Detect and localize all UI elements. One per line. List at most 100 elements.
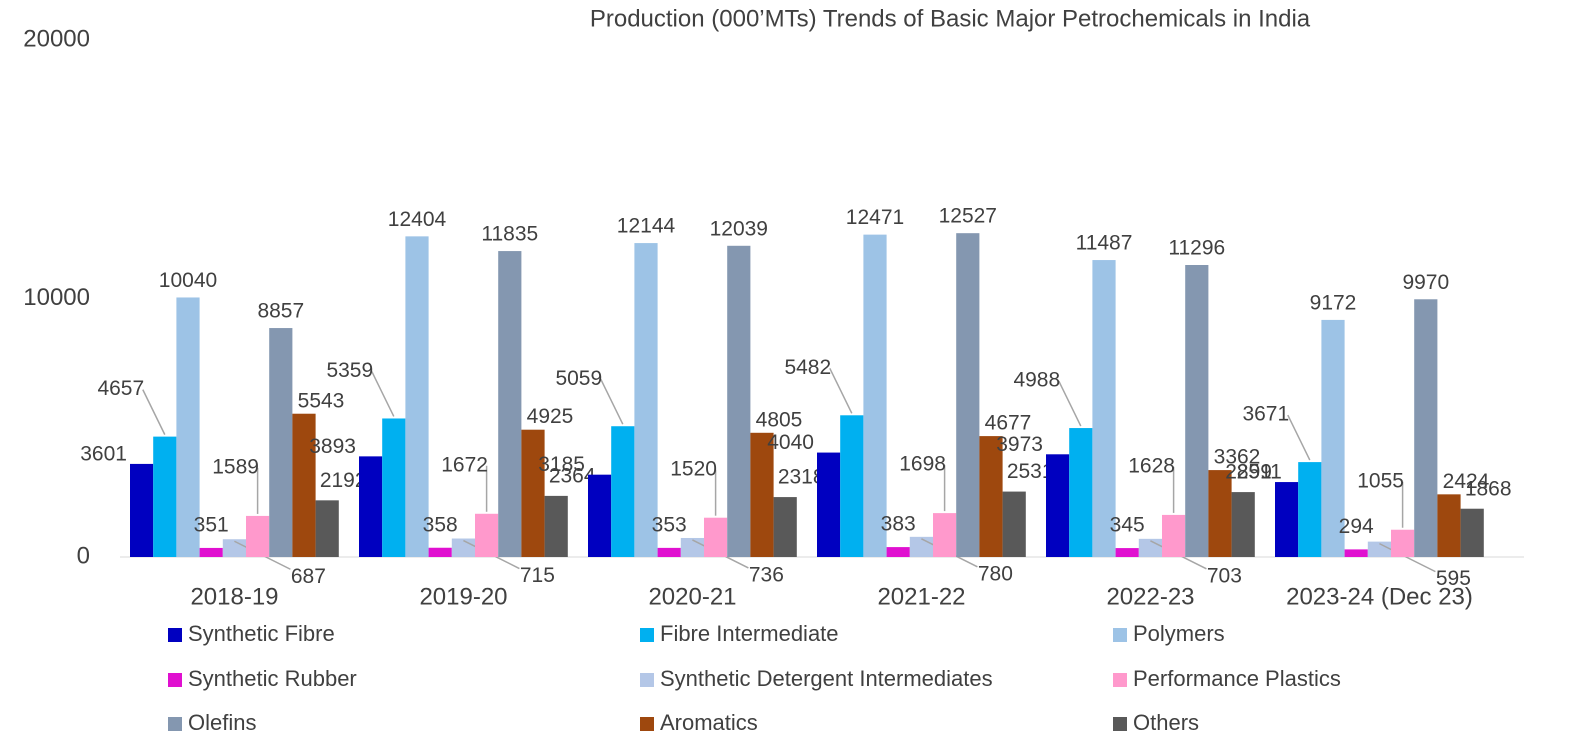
data-label: 4988 xyxy=(1013,369,1060,392)
bar xyxy=(1344,549,1368,557)
bar xyxy=(1162,514,1186,557)
x-tick-label: 2022-23 xyxy=(1106,583,1194,610)
data-label: 12039 xyxy=(710,217,768,240)
x-tick-label: 2019-20 xyxy=(419,583,507,610)
bar xyxy=(1460,508,1484,557)
legend-label: Aromatics xyxy=(660,710,758,735)
data-label: 3893 xyxy=(309,435,356,458)
bar xyxy=(817,452,841,557)
legend-swatch xyxy=(168,673,182,687)
bar xyxy=(886,547,910,557)
bar xyxy=(176,297,200,557)
leader-line xyxy=(829,367,853,414)
data-label: 12527 xyxy=(939,205,997,228)
legend-swatch xyxy=(168,717,182,731)
bar xyxy=(315,500,339,557)
data-label: 736 xyxy=(749,564,784,587)
data-label: 1055 xyxy=(1357,469,1404,492)
bar xyxy=(153,436,177,557)
y-tick-label: 20000 xyxy=(23,25,90,52)
data-label: 11835 xyxy=(481,223,538,246)
data-label: 2192 xyxy=(320,469,367,492)
data-label: 780 xyxy=(978,562,1013,585)
legend-swatch xyxy=(640,628,654,642)
bar xyxy=(840,415,864,557)
data-label: 345 xyxy=(1110,514,1145,537)
bar xyxy=(704,517,728,557)
data-label: 11487 xyxy=(1076,232,1133,255)
bar xyxy=(1208,470,1232,557)
y-tick-label: 0 xyxy=(77,542,90,569)
bar xyxy=(1414,299,1438,557)
data-label: 1672 xyxy=(441,453,488,476)
legend-label: Synthetic Rubber xyxy=(188,666,357,691)
legend-swatch xyxy=(640,673,654,687)
bar xyxy=(1391,529,1415,557)
leader-line xyxy=(600,378,624,425)
legend-swatch xyxy=(1113,628,1127,642)
bar xyxy=(130,463,154,557)
bar xyxy=(863,234,887,558)
data-label: 4925 xyxy=(527,405,574,428)
bar xyxy=(359,456,383,557)
bar xyxy=(1298,462,1322,557)
data-label: 3601 xyxy=(80,442,127,465)
bar xyxy=(634,243,658,557)
x-tick-label: 2018-19 xyxy=(190,583,278,610)
data-label: 1868 xyxy=(1465,477,1512,500)
bar xyxy=(269,328,293,557)
data-label: 4805 xyxy=(756,408,803,431)
data-label: 5543 xyxy=(298,389,345,412)
bar xyxy=(428,547,452,557)
bar xyxy=(1275,482,1299,557)
data-label: 1520 xyxy=(670,457,717,480)
x-tick-label: 2020-21 xyxy=(648,583,736,610)
bar xyxy=(956,233,980,557)
bar xyxy=(1069,428,1093,557)
bar xyxy=(1231,492,1255,557)
legend-label: Synthetic Fibre xyxy=(188,621,335,646)
bar xyxy=(680,537,704,557)
bar xyxy=(727,245,751,557)
data-label: 2511 xyxy=(1237,461,1282,484)
bar xyxy=(657,547,681,557)
bar xyxy=(521,429,545,557)
data-label: 687 xyxy=(291,565,326,588)
bar xyxy=(246,515,270,557)
legend-label: Performance Plastics xyxy=(1133,666,1341,691)
legend-swatch xyxy=(1113,673,1127,687)
data-label: 11296 xyxy=(1168,237,1225,260)
legend-label: Others xyxy=(1133,710,1199,735)
data-label: 9172 xyxy=(1310,291,1357,314)
bar xyxy=(1185,264,1209,557)
data-label: 12471 xyxy=(846,206,904,229)
y-tick-label: 10000 xyxy=(23,284,90,311)
bar xyxy=(475,513,499,557)
data-label: 2364 xyxy=(549,464,596,487)
data-label: 703 xyxy=(1207,564,1242,587)
legend-label: Synthetic Detergent Intermediates xyxy=(660,666,993,691)
data-label: 1589 xyxy=(212,455,259,478)
data-label: 2318 xyxy=(778,466,825,489)
legend-label: Olefins xyxy=(188,710,256,735)
data-label: 12404 xyxy=(388,208,447,231)
data-label: 715 xyxy=(520,564,555,587)
bar xyxy=(1092,260,1116,557)
data-label: 3671 xyxy=(1242,403,1289,426)
bar xyxy=(1321,319,1345,557)
data-label: 4040 xyxy=(767,431,814,454)
data-label: 3185 xyxy=(538,453,585,476)
data-label: 2424 xyxy=(1443,470,1490,493)
data-label: 8857 xyxy=(257,300,304,323)
chart-title: Production (000’MTs) Trends of Basic Maj… xyxy=(590,5,1311,32)
legend-label: Fibre Intermediate xyxy=(660,621,839,646)
data-label: 5059 xyxy=(555,367,602,390)
bar xyxy=(979,436,1003,557)
legend-label: Polymers xyxy=(1133,621,1225,646)
x-tick-label: 2021-22 xyxy=(877,583,965,610)
data-label: 9970 xyxy=(1402,271,1449,294)
bar xyxy=(588,474,612,557)
leader-line xyxy=(1058,380,1082,427)
data-label: 5482 xyxy=(784,356,831,379)
